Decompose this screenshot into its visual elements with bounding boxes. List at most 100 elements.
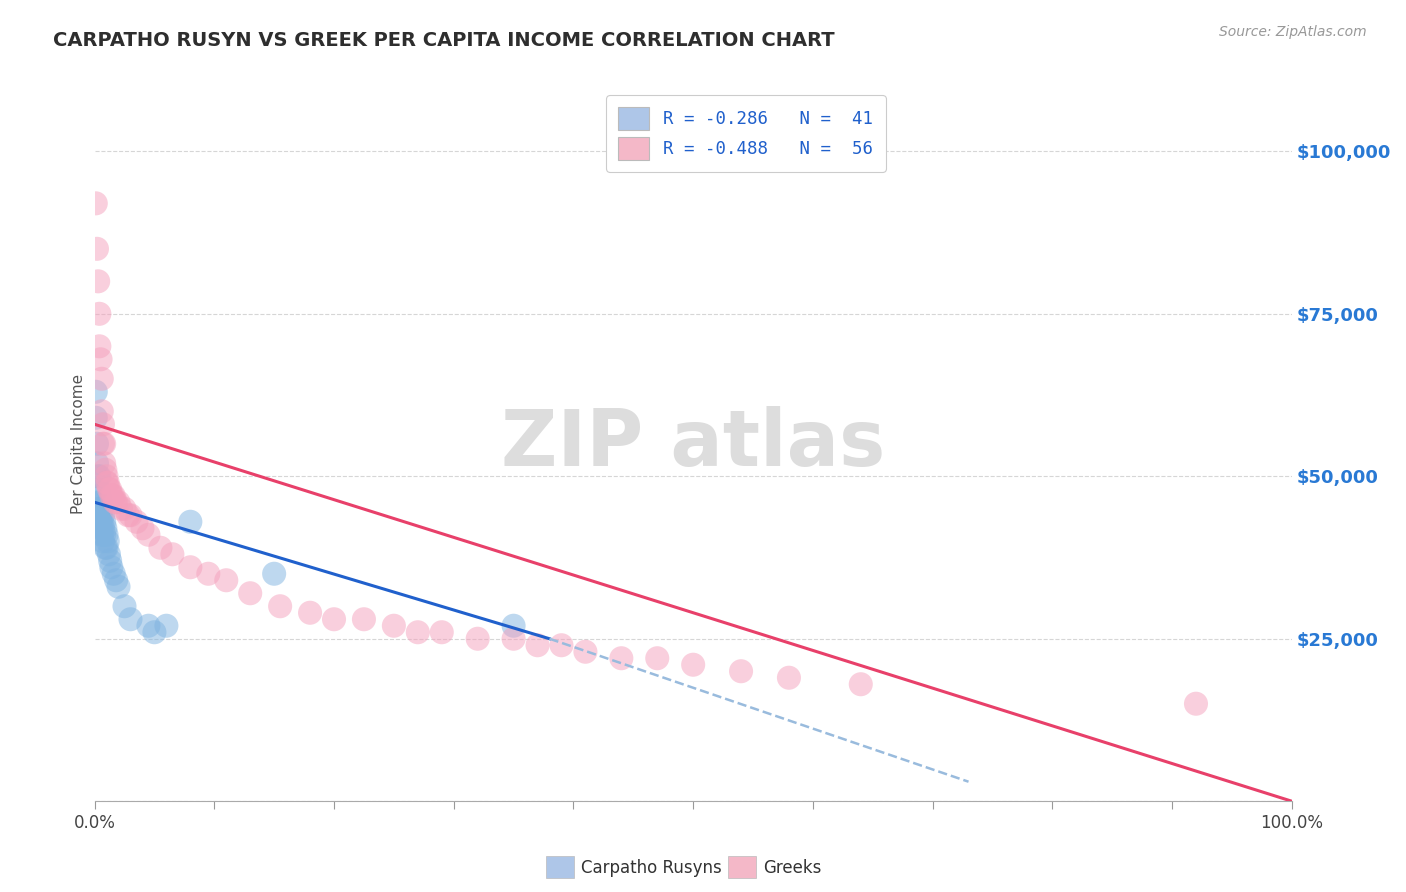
Point	[89, 489, 111, 503]
Point	[90, 528, 112, 542]
Point	[125, 515, 148, 529]
Point	[98, 554, 121, 568]
Point	[430, 625, 453, 640]
Point	[114, 599, 136, 614]
Point	[110, 501, 132, 516]
Point	[84, 410, 107, 425]
Point	[131, 521, 153, 535]
Point	[299, 606, 322, 620]
Point	[550, 638, 572, 652]
Point	[263, 566, 285, 581]
Point	[84, 196, 107, 211]
Point	[197, 566, 219, 581]
Point	[406, 625, 429, 640]
Point	[93, 437, 115, 451]
Point	[87, 274, 110, 288]
Point	[91, 417, 114, 432]
Point	[269, 599, 291, 614]
Point	[155, 619, 177, 633]
Point	[86, 437, 108, 451]
Point	[105, 495, 128, 509]
Point	[93, 528, 115, 542]
Point	[90, 515, 112, 529]
Text: Greeks: Greeks	[763, 859, 823, 877]
Text: Source: ZipAtlas.com: Source: ZipAtlas.com	[1219, 25, 1367, 39]
Point	[610, 651, 633, 665]
Point	[162, 547, 184, 561]
Point	[120, 612, 142, 626]
Point	[100, 489, 122, 503]
Point	[143, 625, 166, 640]
Point	[179, 560, 201, 574]
Point	[91, 521, 114, 535]
Text: ZIP atlas: ZIP atlas	[501, 406, 886, 482]
Point	[87, 495, 110, 509]
Point	[90, 508, 112, 523]
Point	[98, 483, 121, 497]
Point	[120, 508, 142, 523]
Point	[382, 619, 405, 633]
Point	[86, 456, 108, 470]
Point	[114, 501, 136, 516]
Point	[90, 404, 112, 418]
Point	[94, 463, 117, 477]
Point	[149, 541, 172, 555]
Point	[103, 566, 125, 581]
Point	[90, 501, 112, 516]
Point	[645, 651, 668, 665]
Point	[1185, 697, 1208, 711]
Point	[96, 475, 118, 490]
Point	[107, 495, 129, 509]
Text: CARPATHO RUSYN VS GREEK PER CAPITA INCOME CORRELATION CHART: CARPATHO RUSYN VS GREEK PER CAPITA INCOM…	[53, 31, 835, 50]
Point	[730, 665, 752, 679]
Point	[89, 469, 111, 483]
Point	[574, 645, 596, 659]
Point	[89, 307, 111, 321]
Point	[89, 501, 111, 516]
Point	[117, 508, 139, 523]
Point	[467, 632, 489, 646]
Point	[93, 515, 115, 529]
Point	[96, 469, 118, 483]
Point	[94, 541, 117, 555]
Point	[502, 632, 524, 646]
Point	[96, 541, 118, 555]
Point	[682, 657, 704, 672]
Point	[103, 489, 125, 503]
Point	[84, 384, 107, 399]
Point	[97, 547, 120, 561]
Point	[239, 586, 262, 600]
Point	[87, 469, 110, 483]
Point	[107, 580, 129, 594]
Point	[105, 574, 128, 588]
Text: Carpatho Rusyns: Carpatho Rusyns	[581, 859, 721, 877]
Point	[778, 671, 800, 685]
Point	[97, 475, 120, 490]
Point	[86, 242, 108, 256]
Point	[97, 483, 120, 497]
Point	[97, 534, 120, 549]
Point	[849, 677, 872, 691]
Point	[323, 612, 346, 626]
Legend: R = -0.286   N =  41, R = -0.488   N =  56: R = -0.286 N = 41, R = -0.488 N = 56	[606, 95, 886, 172]
Point	[138, 619, 160, 633]
Point	[94, 521, 117, 535]
Point	[90, 352, 112, 367]
Point	[90, 495, 112, 509]
Point	[89, 339, 111, 353]
Point	[353, 612, 375, 626]
Point	[91, 437, 114, 451]
Point	[91, 508, 114, 523]
Point	[526, 638, 548, 652]
Point	[104, 495, 127, 509]
Point	[138, 528, 160, 542]
Point	[90, 521, 112, 535]
Point	[87, 483, 110, 497]
Point	[101, 489, 124, 503]
Point	[91, 534, 114, 549]
Point	[215, 574, 238, 588]
Point	[96, 528, 118, 542]
Y-axis label: Per Capita Income: Per Capita Income	[72, 374, 86, 514]
Point	[90, 372, 112, 386]
Point	[100, 560, 122, 574]
